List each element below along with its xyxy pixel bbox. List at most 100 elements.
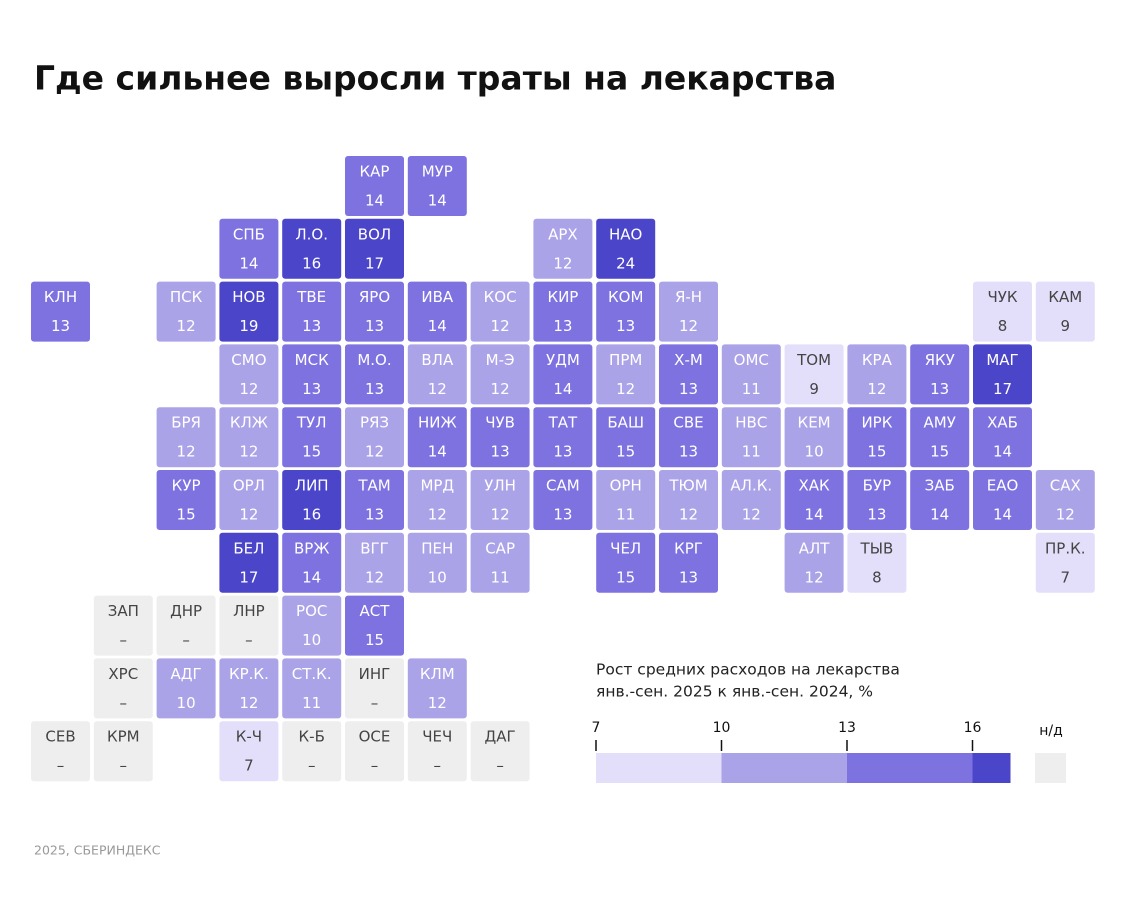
tile xyxy=(596,281,656,342)
tile-na xyxy=(156,595,216,656)
tile-code: ДНР xyxy=(170,602,202,620)
tile-code: АЛ.К. xyxy=(730,477,772,495)
tile xyxy=(596,344,656,405)
tile-value: – xyxy=(308,757,316,775)
tile xyxy=(659,532,718,593)
tile-code: БЕЛ xyxy=(233,539,264,557)
tile-code: САМ xyxy=(546,477,580,495)
tile-value: – xyxy=(245,631,253,649)
tile-value: 15 xyxy=(365,631,384,649)
tile-code: ЧУК xyxy=(987,288,1017,306)
tile-value: 14 xyxy=(993,443,1012,461)
tile-na xyxy=(345,721,404,782)
tile-value: 14 xyxy=(993,506,1012,524)
tile-code: ПРМ xyxy=(609,351,642,369)
tile-code: ТЮМ xyxy=(668,477,707,495)
tile-code: ХРС xyxy=(108,665,138,683)
tile-code: ТВЕ xyxy=(296,288,326,306)
tile xyxy=(156,281,216,342)
tile xyxy=(282,595,342,656)
tile-value: – xyxy=(182,631,190,649)
tile-code: М.О. xyxy=(357,351,391,369)
tile xyxy=(407,281,467,342)
tile-code: Я-Н xyxy=(675,288,702,306)
tile-value: 14 xyxy=(805,506,824,524)
tile xyxy=(659,470,718,530)
tile-value: 12 xyxy=(239,694,258,712)
tile-value: 12 xyxy=(239,380,258,398)
tile-value: 12 xyxy=(679,506,698,524)
tile xyxy=(345,218,404,279)
tile-value: – xyxy=(496,757,504,775)
tile xyxy=(345,532,404,593)
tile-value: 11 xyxy=(491,568,510,586)
tile xyxy=(1035,281,1095,342)
tile-na xyxy=(93,658,153,719)
tile-value: 13 xyxy=(679,380,698,398)
tile-code: МУР xyxy=(422,163,453,181)
tile-code: МРД xyxy=(420,477,454,495)
tile-code: ЧУВ xyxy=(485,414,515,432)
tile xyxy=(282,407,342,468)
tile-value: 12 xyxy=(742,506,761,524)
tile-code: ИНГ xyxy=(359,665,391,683)
tile xyxy=(156,470,216,530)
tile xyxy=(596,407,656,468)
tile xyxy=(219,218,279,279)
legend-swatch xyxy=(972,753,1011,783)
tile xyxy=(1035,470,1095,530)
tile-value: 11 xyxy=(742,380,761,398)
tile-value: 12 xyxy=(805,568,824,586)
tile-code: КЛН xyxy=(44,288,77,306)
tile xyxy=(31,281,90,342)
tile-code: ВРЖ xyxy=(294,539,330,557)
tile-code: ТУЛ xyxy=(296,414,327,432)
tile xyxy=(282,532,342,593)
tile-code: МСК xyxy=(295,351,329,369)
tile-value: 13 xyxy=(302,380,321,398)
legend-tick-label: 16 xyxy=(964,720,982,736)
source: 2025, СБЕРИНДЕКС xyxy=(34,843,161,858)
tile-code: ЧЕЛ xyxy=(610,539,641,557)
tile xyxy=(407,532,467,593)
legend-swatch xyxy=(596,753,722,783)
tile-value: 13 xyxy=(302,317,321,335)
tile xyxy=(345,407,404,468)
tile-code: КР.К. xyxy=(229,665,269,683)
tile xyxy=(345,470,404,530)
tile-value: 7 xyxy=(244,757,254,775)
tile-value: 10 xyxy=(177,694,196,712)
tile-code: Х-М xyxy=(674,351,703,369)
tile-code: КАР xyxy=(360,163,390,181)
tile xyxy=(973,470,1032,530)
tile-value: 15 xyxy=(616,568,635,586)
tile-na xyxy=(470,721,530,782)
tile-value: 14 xyxy=(302,568,321,586)
tile-code: НИЖ xyxy=(418,414,457,432)
tile-code: ТОМ xyxy=(796,351,831,369)
tile-code: НАО xyxy=(609,225,642,243)
tile-value: 14 xyxy=(428,192,447,210)
tile-code: БАШ xyxy=(607,414,644,432)
tile-value: 17 xyxy=(993,380,1012,398)
tile-code: КРГ xyxy=(674,539,703,557)
tile-code: ИВА xyxy=(421,288,454,306)
tile-value: – xyxy=(371,694,379,712)
tile-code: КЛЖ xyxy=(230,414,268,432)
tile-code: ОМС xyxy=(734,351,769,369)
tile-code: НОВ xyxy=(232,288,265,306)
tile-value: 10 xyxy=(428,568,447,586)
tile-value: 14 xyxy=(428,443,447,461)
tile xyxy=(847,344,907,405)
tile-value: 9 xyxy=(1061,317,1071,335)
tile-code: ХАК xyxy=(799,477,831,495)
tile-value: – xyxy=(120,757,128,775)
tile xyxy=(910,344,970,405)
tile xyxy=(973,344,1032,405)
tile-code: ЛИП xyxy=(295,477,329,495)
tile-code: ЛНР xyxy=(233,602,265,620)
tile-code: ТЫВ xyxy=(860,539,894,557)
tile-code: Л.О. xyxy=(295,225,328,243)
tile-value: 12 xyxy=(679,317,698,335)
